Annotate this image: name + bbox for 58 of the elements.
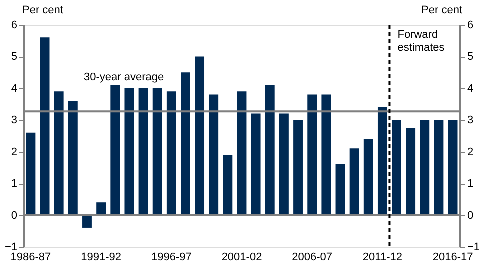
bar — [392, 120, 402, 216]
bar — [82, 215, 92, 228]
bar — [96, 202, 106, 216]
y-tick-label: −1 — [4, 242, 18, 254]
bar — [181, 72, 190, 216]
y-tick-label: 0 — [11, 210, 18, 222]
y-tick-label: 5 — [11, 51, 18, 64]
bar — [54, 92, 64, 216]
y2-tick-label: 2 — [468, 146, 474, 158]
y2-tick-label: 4 — [468, 82, 474, 95]
bar — [68, 101, 78, 216]
x-tick-label: 1991-92 — [81, 252, 122, 264]
y2-axis-title: Per cent — [422, 4, 462, 16]
y2-tick-label: 1 — [468, 178, 474, 190]
bar — [434, 120, 444, 216]
y-tick-label: 4 — [11, 82, 18, 95]
bar — [40, 38, 50, 216]
y-axis-title: Per cent — [22, 4, 64, 16]
x-tick-label: 2016-17 — [432, 252, 474, 264]
x-tick-label: 2001-02 — [222, 252, 262, 264]
bar — [420, 120, 430, 216]
ref-line-label: Forward estimates — [398, 29, 446, 54]
bar — [209, 94, 219, 216]
y2-tick-label: 3 — [468, 114, 474, 127]
y-tick-label: 3 — [11, 114, 18, 127]
bar — [237, 92, 247, 216]
bar — [448, 120, 458, 216]
bar — [195, 56, 205, 216]
bar — [251, 114, 261, 216]
bar — [223, 155, 233, 216]
ref-line-label: 30-year average — [84, 72, 164, 84]
y-tick-label: 6 — [11, 20, 18, 32]
bar — [364, 139, 374, 216]
bar — [322, 94, 332, 216]
bar — [406, 128, 416, 216]
bar — [265, 85, 275, 216]
bar — [110, 85, 120, 216]
bar — [26, 132, 36, 216]
x-tick-label: 1996-97 — [151, 252, 192, 264]
y-tick-label: 1 — [11, 178, 18, 190]
y2-tick-label: 0 — [468, 210, 474, 222]
bar — [378, 107, 388, 216]
x-tick-label: 2011-12 — [362, 252, 402, 264]
y-tick-label: 2 — [11, 146, 18, 158]
y2-tick-label: 5 — [468, 51, 474, 64]
bar — [279, 114, 289, 216]
bar — [308, 94, 318, 216]
bar — [138, 88, 148, 216]
bar — [124, 88, 134, 216]
bar — [350, 148, 360, 216]
bar — [166, 92, 176, 216]
bar — [294, 120, 303, 216]
y2-tick-label: −1 — [468, 242, 480, 254]
x-tick-label: 1986-87 — [10, 252, 52, 264]
bar — [336, 164, 346, 216]
y2-tick-label: 6 — [468, 20, 474, 32]
bar — [152, 88, 162, 216]
x-tick-label: 2006-07 — [292, 252, 333, 264]
